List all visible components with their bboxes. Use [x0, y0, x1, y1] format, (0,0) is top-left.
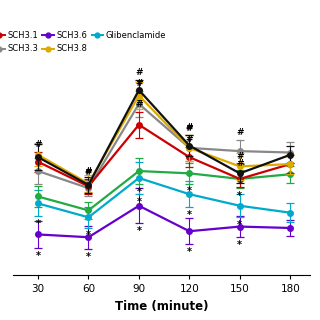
Text: *: * [237, 220, 242, 230]
Text: #: # [186, 135, 193, 144]
Text: #: # [236, 152, 244, 161]
Text: *: * [187, 210, 192, 220]
Text: #: # [85, 168, 92, 177]
Text: *: * [86, 252, 91, 261]
Text: *: * [187, 186, 192, 196]
Text: #: # [186, 124, 193, 132]
Text: #: # [85, 167, 92, 176]
Text: *: * [36, 251, 41, 261]
Text: #: # [135, 79, 143, 88]
Text: *: * [187, 247, 192, 257]
Text: #: # [236, 128, 244, 137]
Text: #: # [34, 140, 42, 149]
Text: *: * [36, 219, 41, 229]
Text: *: * [136, 197, 141, 207]
Text: #: # [135, 68, 143, 77]
Text: #: # [236, 159, 244, 168]
Text: #: # [186, 123, 193, 132]
Text: *: * [136, 187, 141, 197]
Text: #: # [135, 100, 143, 109]
Text: *: * [86, 230, 91, 240]
Legend: SCH3.1, SCH3.3, SCH3.6, SCH3.8, Glibenclamide: SCH3.1, SCH3.3, SCH3.6, SCH3.8, Glibencl… [0, 31, 166, 53]
Text: *: * [237, 240, 242, 250]
Text: *: * [136, 226, 141, 236]
X-axis label: Time (minute): Time (minute) [115, 300, 208, 313]
Text: *: * [237, 191, 242, 201]
